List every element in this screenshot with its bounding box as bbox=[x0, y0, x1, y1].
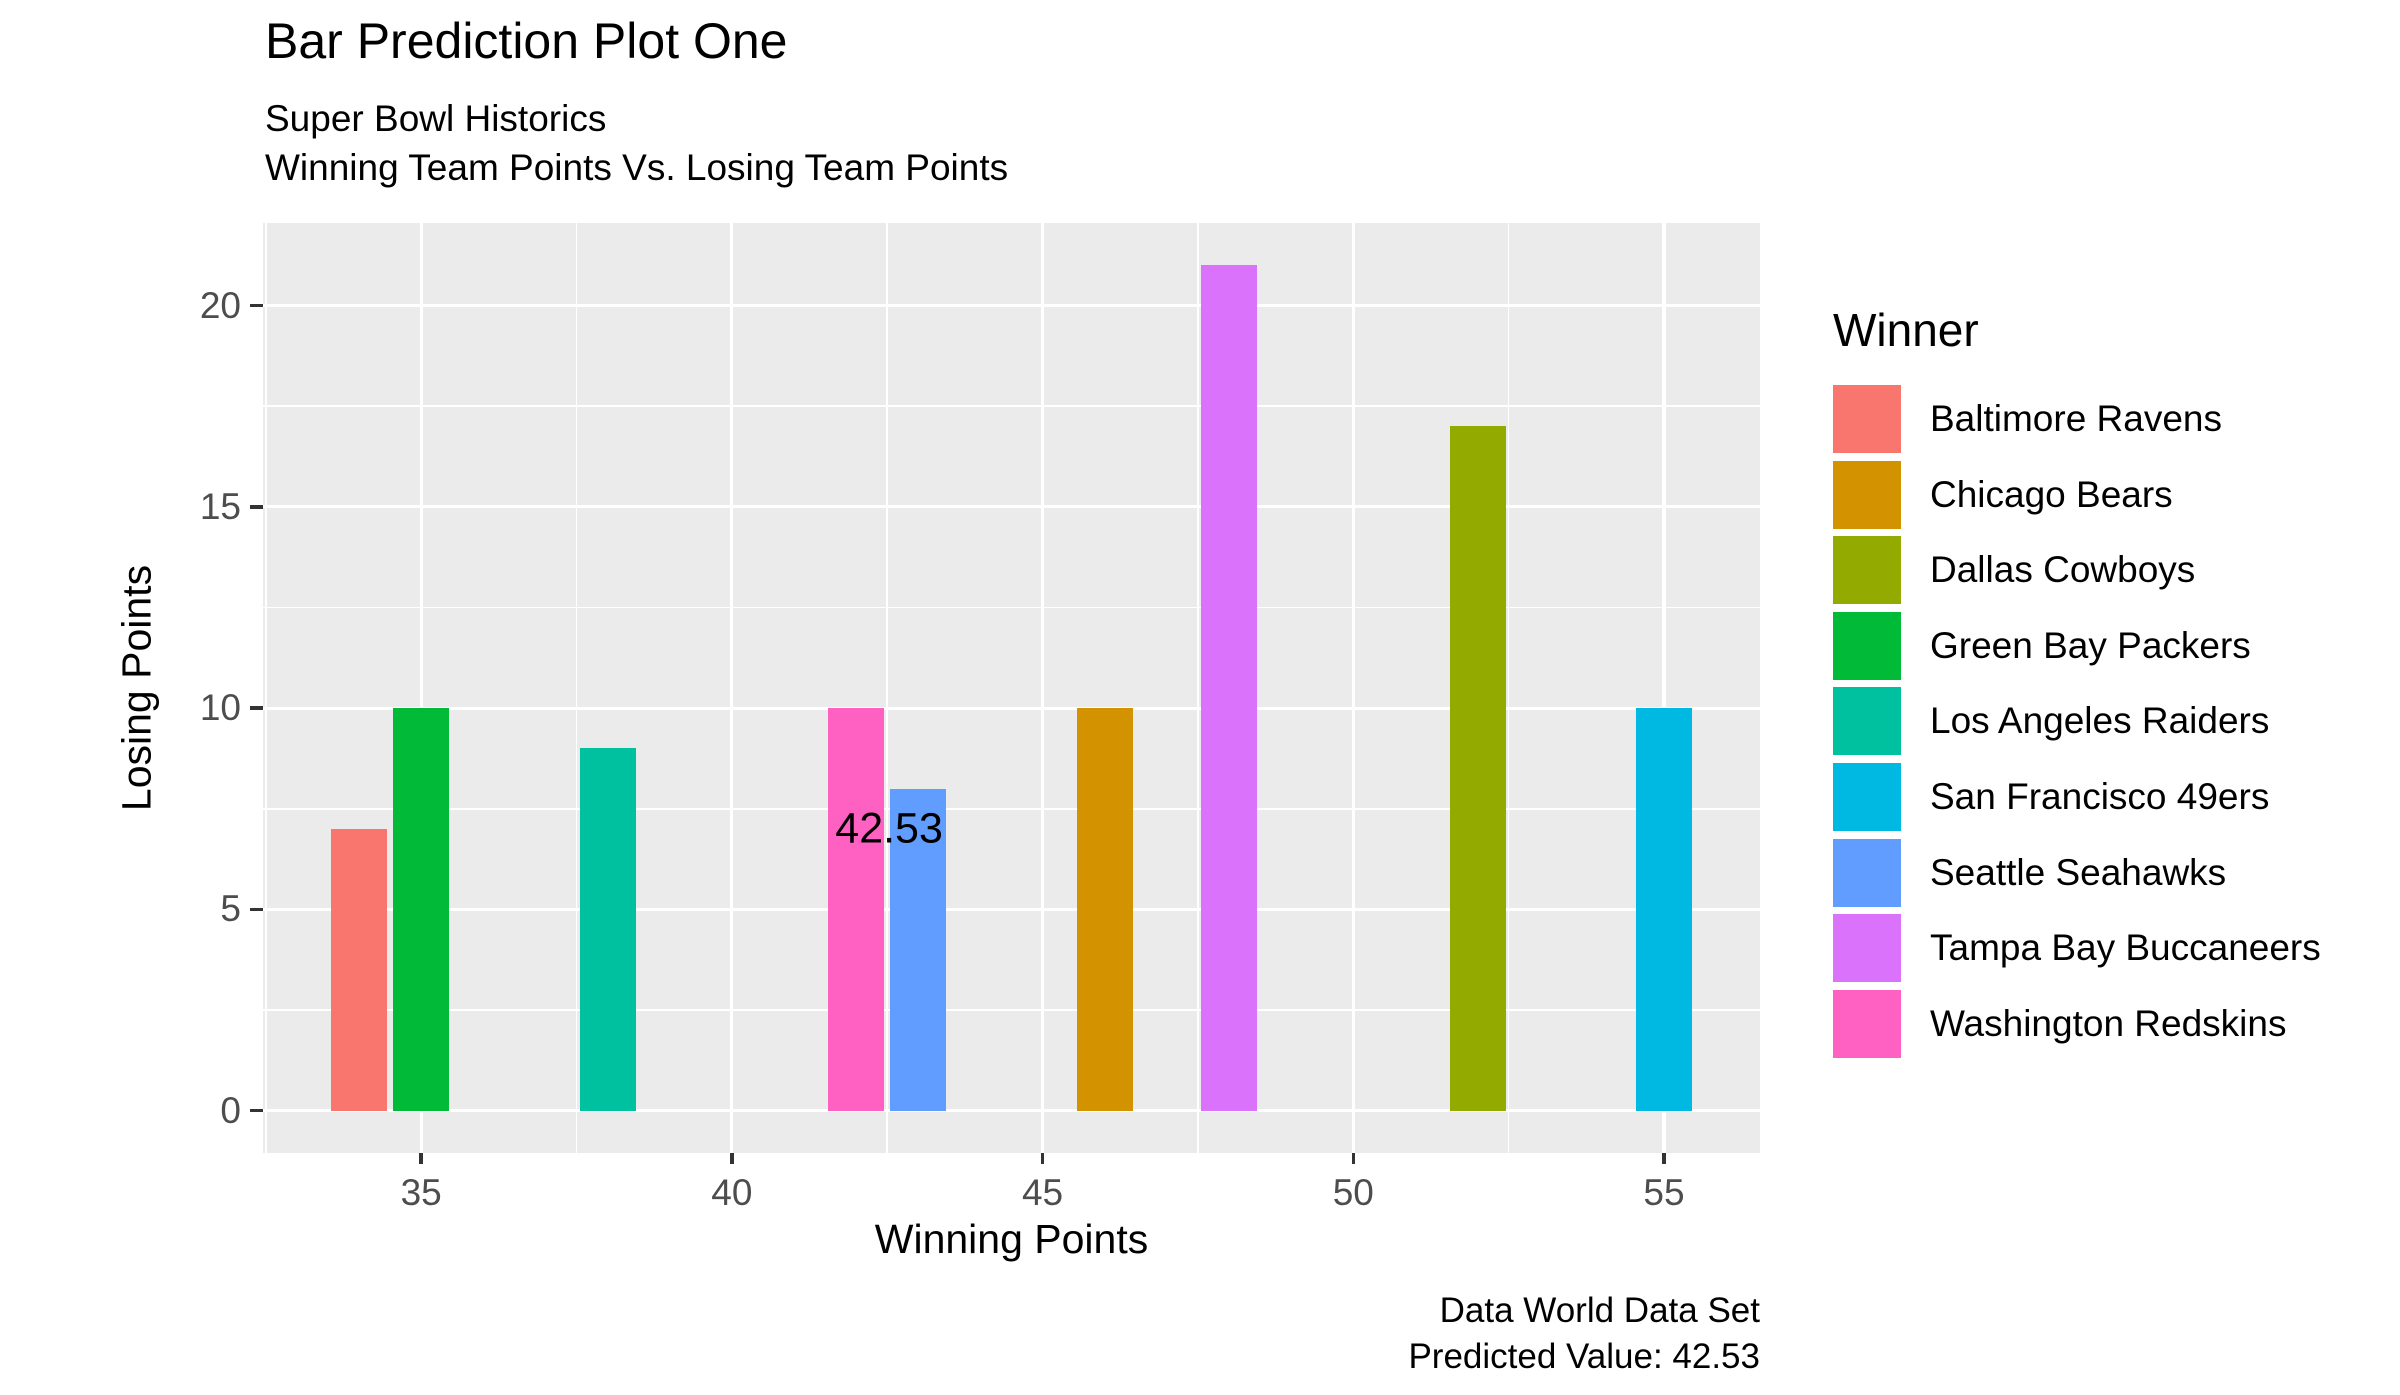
legend-key-swatch bbox=[1833, 687, 1901, 756]
gridline-major-horizontal bbox=[263, 303, 1760, 308]
gridline-minor-horizontal bbox=[263, 807, 1760, 810]
legend-key-swatch bbox=[1833, 762, 1901, 831]
y-tick-mark bbox=[250, 1108, 263, 1113]
gridline-minor-horizontal bbox=[263, 1009, 1760, 1011]
legend-item-label: Dallas Cowboys bbox=[1930, 549, 2196, 591]
y-tick-label: 20 bbox=[199, 284, 241, 326]
gridline-minor-vertical bbox=[886, 223, 888, 1153]
legend-item-tampa-bay-buccaneers: Tampa Bay Buccaneers bbox=[1833, 914, 2321, 983]
x-tick-label: 50 bbox=[1332, 1172, 1374, 1213]
bar-washington-redskins bbox=[828, 708, 885, 1111]
legend-item-baltimore-ravens: Baltimore Ravens bbox=[1833, 385, 2321, 453]
x-tick-label: 55 bbox=[1643, 1172, 1685, 1213]
y-tick-label: 5 bbox=[220, 888, 241, 930]
gridline-major-vertical bbox=[730, 223, 734, 1153]
legend-item-washington-redskins: Washington Redskins bbox=[1833, 989, 2321, 1058]
y-tick-mark bbox=[250, 907, 263, 912]
x-tick-mark bbox=[1040, 1153, 1045, 1164]
legend-items: Baltimore Ravens Chicago Bears Dallas Cowb… bbox=[1833, 385, 2321, 1058]
legend-item-chicago-bears: Chicago Bears bbox=[1833, 460, 2321, 529]
x-axis-title: Winning Points bbox=[874, 1216, 1149, 1262]
legend: Winner Baltimore Ravens Chicago Bears Dall… bbox=[1833, 303, 2321, 1065]
bar-san-francisco-49ers bbox=[1636, 708, 1692, 1111]
legend-item-label: San Francisco 49ers bbox=[1930, 775, 2270, 817]
y-tick-label: 15 bbox=[199, 485, 241, 527]
legend-item-dallas-cowboys: Dallas Cowboys bbox=[1833, 536, 2321, 605]
legend-item-label: Chicago Bears bbox=[1930, 473, 2173, 515]
legend-item-label: Green Bay Packers bbox=[1930, 624, 2251, 666]
legend-key-swatch bbox=[1833, 536, 1901, 605]
gridline-major-vertical bbox=[1662, 223, 1666, 1153]
chart-title: Bar Prediction Plot One bbox=[265, 13, 788, 69]
bar-baltimore-ravens bbox=[331, 828, 387, 1111]
legend-key-swatch bbox=[1833, 838, 1901, 907]
y-tick-mark bbox=[250, 706, 263, 710]
plot-panel: 42.53 bbox=[263, 223, 1760, 1153]
bar-seattle-seahawks bbox=[890, 788, 947, 1111]
bar-green-bay-packers bbox=[393, 708, 450, 1111]
x-tick-label: 45 bbox=[1021, 1172, 1064, 1213]
legend-key-swatch bbox=[1833, 914, 1901, 983]
chart-caption: Data World Data Set Predicted Value: 42.… bbox=[1408, 1291, 1760, 1376]
legend-item-label: Los Angeles Raiders bbox=[1930, 700, 2270, 742]
legend-item-green-bay-packers: Green Bay Packers bbox=[1833, 611, 2321, 680]
gridline-major-horizontal bbox=[263, 1109, 1760, 1113]
y-tick-label: 10 bbox=[199, 687, 241, 729]
legend-item-label: Washington Redskins bbox=[1930, 1002, 2287, 1044]
gridline-major-horizontal bbox=[263, 907, 1760, 912]
legend-item-label: Tampa Bay Buccaneers bbox=[1930, 927, 2321, 969]
gridline-major-vertical bbox=[1040, 223, 1045, 1153]
gridline-minor-vertical bbox=[575, 223, 578, 1153]
gridline-minor-vertical bbox=[1197, 223, 1199, 1153]
x-tick-mark bbox=[1351, 1153, 1356, 1164]
predicted-value-annotation: 42.53 bbox=[835, 804, 943, 853]
y-tick-mark bbox=[250, 303, 263, 308]
legend-key-swatch bbox=[1833, 460, 1901, 529]
legend-item-label: Baltimore Ravens bbox=[1930, 398, 2223, 439]
gridline-minor-horizontal bbox=[263, 405, 1760, 407]
legend-key-swatch bbox=[1833, 611, 1901, 680]
bar-tampa-bay-buccaneers bbox=[1201, 265, 1257, 1111]
legend-item-san-francisco-49ers: San Francisco 49ers bbox=[1833, 762, 2321, 831]
legend-item-label: Seattle Seahawks bbox=[1930, 851, 2227, 893]
y-tick-mark bbox=[250, 505, 263, 509]
legend-key-swatch bbox=[1833, 989, 1901, 1058]
x-tick-mark bbox=[1662, 1153, 1666, 1164]
gridline-major-horizontal bbox=[263, 706, 1760, 710]
x-tick-label: 35 bbox=[400, 1172, 442, 1213]
legend-title: Winner bbox=[1833, 304, 1979, 356]
x-tick-mark bbox=[419, 1153, 423, 1164]
bar-chicago-bears bbox=[1076, 708, 1133, 1111]
gridline-major-vertical bbox=[419, 223, 423, 1153]
gridline-minor-vertical bbox=[264, 223, 267, 1153]
legend-item-los-angeles-raiders: Los Angeles Raiders bbox=[1833, 687, 2321, 756]
bar-dallas-cowboys bbox=[1449, 426, 1506, 1111]
legend-item-seattle-seahawks: Seattle Seahawks bbox=[1833, 838, 2321, 907]
y-tick-label: 0 bbox=[220, 1089, 241, 1131]
gridline-major-horizontal bbox=[263, 505, 1760, 509]
x-tick-label: 40 bbox=[711, 1172, 753, 1213]
gridline-minor-horizontal bbox=[263, 606, 1760, 609]
x-tick-mark bbox=[730, 1153, 734, 1164]
bar-los-angeles-raiders bbox=[579, 748, 636, 1111]
gridline-minor-vertical bbox=[1507, 223, 1510, 1153]
chart-subtitle: Super Bowl Historics Winning Team Points… bbox=[265, 98, 1009, 188]
gridline-major-vertical bbox=[1351, 223, 1355, 1153]
legend-key-swatch bbox=[1833, 385, 1901, 453]
